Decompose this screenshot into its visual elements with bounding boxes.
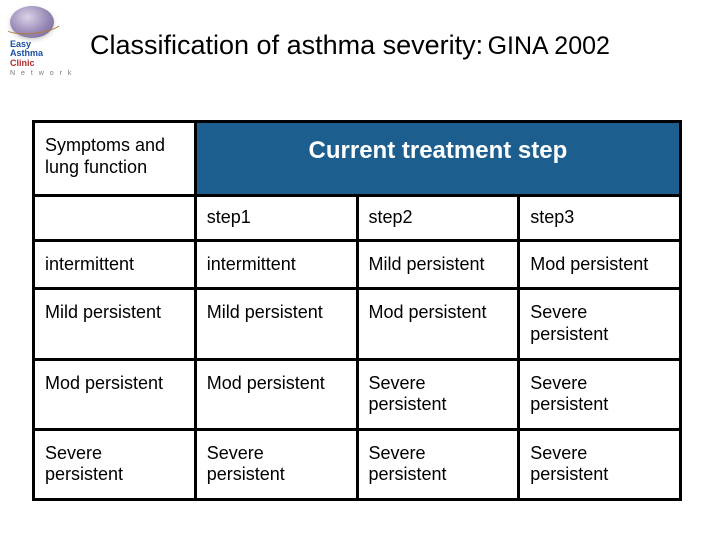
step-label: step1: [195, 196, 357, 241]
logo: Easy Asthma Clinic N e t w o r k: [10, 6, 94, 66]
cell: Mod persistent: [195, 359, 357, 429]
cell: Mod persistent: [357, 289, 519, 359]
row-header: intermittent: [34, 240, 196, 289]
globe-icon: [10, 6, 54, 38]
step-label: step3: [519, 196, 681, 241]
cell: Mild persistent: [195, 289, 357, 359]
cell: Severe persistent: [195, 429, 357, 499]
logo-text: Easy Asthma Clinic: [10, 40, 94, 68]
symptoms-header: Symptoms and lung function: [34, 122, 196, 196]
cell: intermittent: [195, 240, 357, 289]
cell: Mild persistent: [357, 240, 519, 289]
empty-cell: [34, 196, 196, 241]
row-header: Severe persistent: [34, 429, 196, 499]
title-sub: GINA 2002: [488, 32, 610, 60]
logo-line3: Clinic: [10, 58, 35, 68]
cell: Severe persistent: [519, 359, 681, 429]
page-title: Classification of asthma severity: GINA …: [90, 30, 700, 61]
cell: Severe persistent: [519, 289, 681, 359]
row-header: Mod persistent: [34, 359, 196, 429]
step-label: step2: [357, 196, 519, 241]
logo-subtitle: N e t w o r k: [10, 70, 94, 77]
cell: Severe persistent: [519, 429, 681, 499]
cell: Severe persistent: [357, 429, 519, 499]
treatment-header: Current treatment step: [195, 122, 680, 196]
cell: Mod persistent: [519, 240, 681, 289]
row-header: Mild persistent: [34, 289, 196, 359]
cell: Severe persistent: [357, 359, 519, 429]
severity-table: Symptoms and lung function Current treat…: [32, 120, 682, 501]
title-main: Classification of asthma severity:: [90, 30, 483, 60]
